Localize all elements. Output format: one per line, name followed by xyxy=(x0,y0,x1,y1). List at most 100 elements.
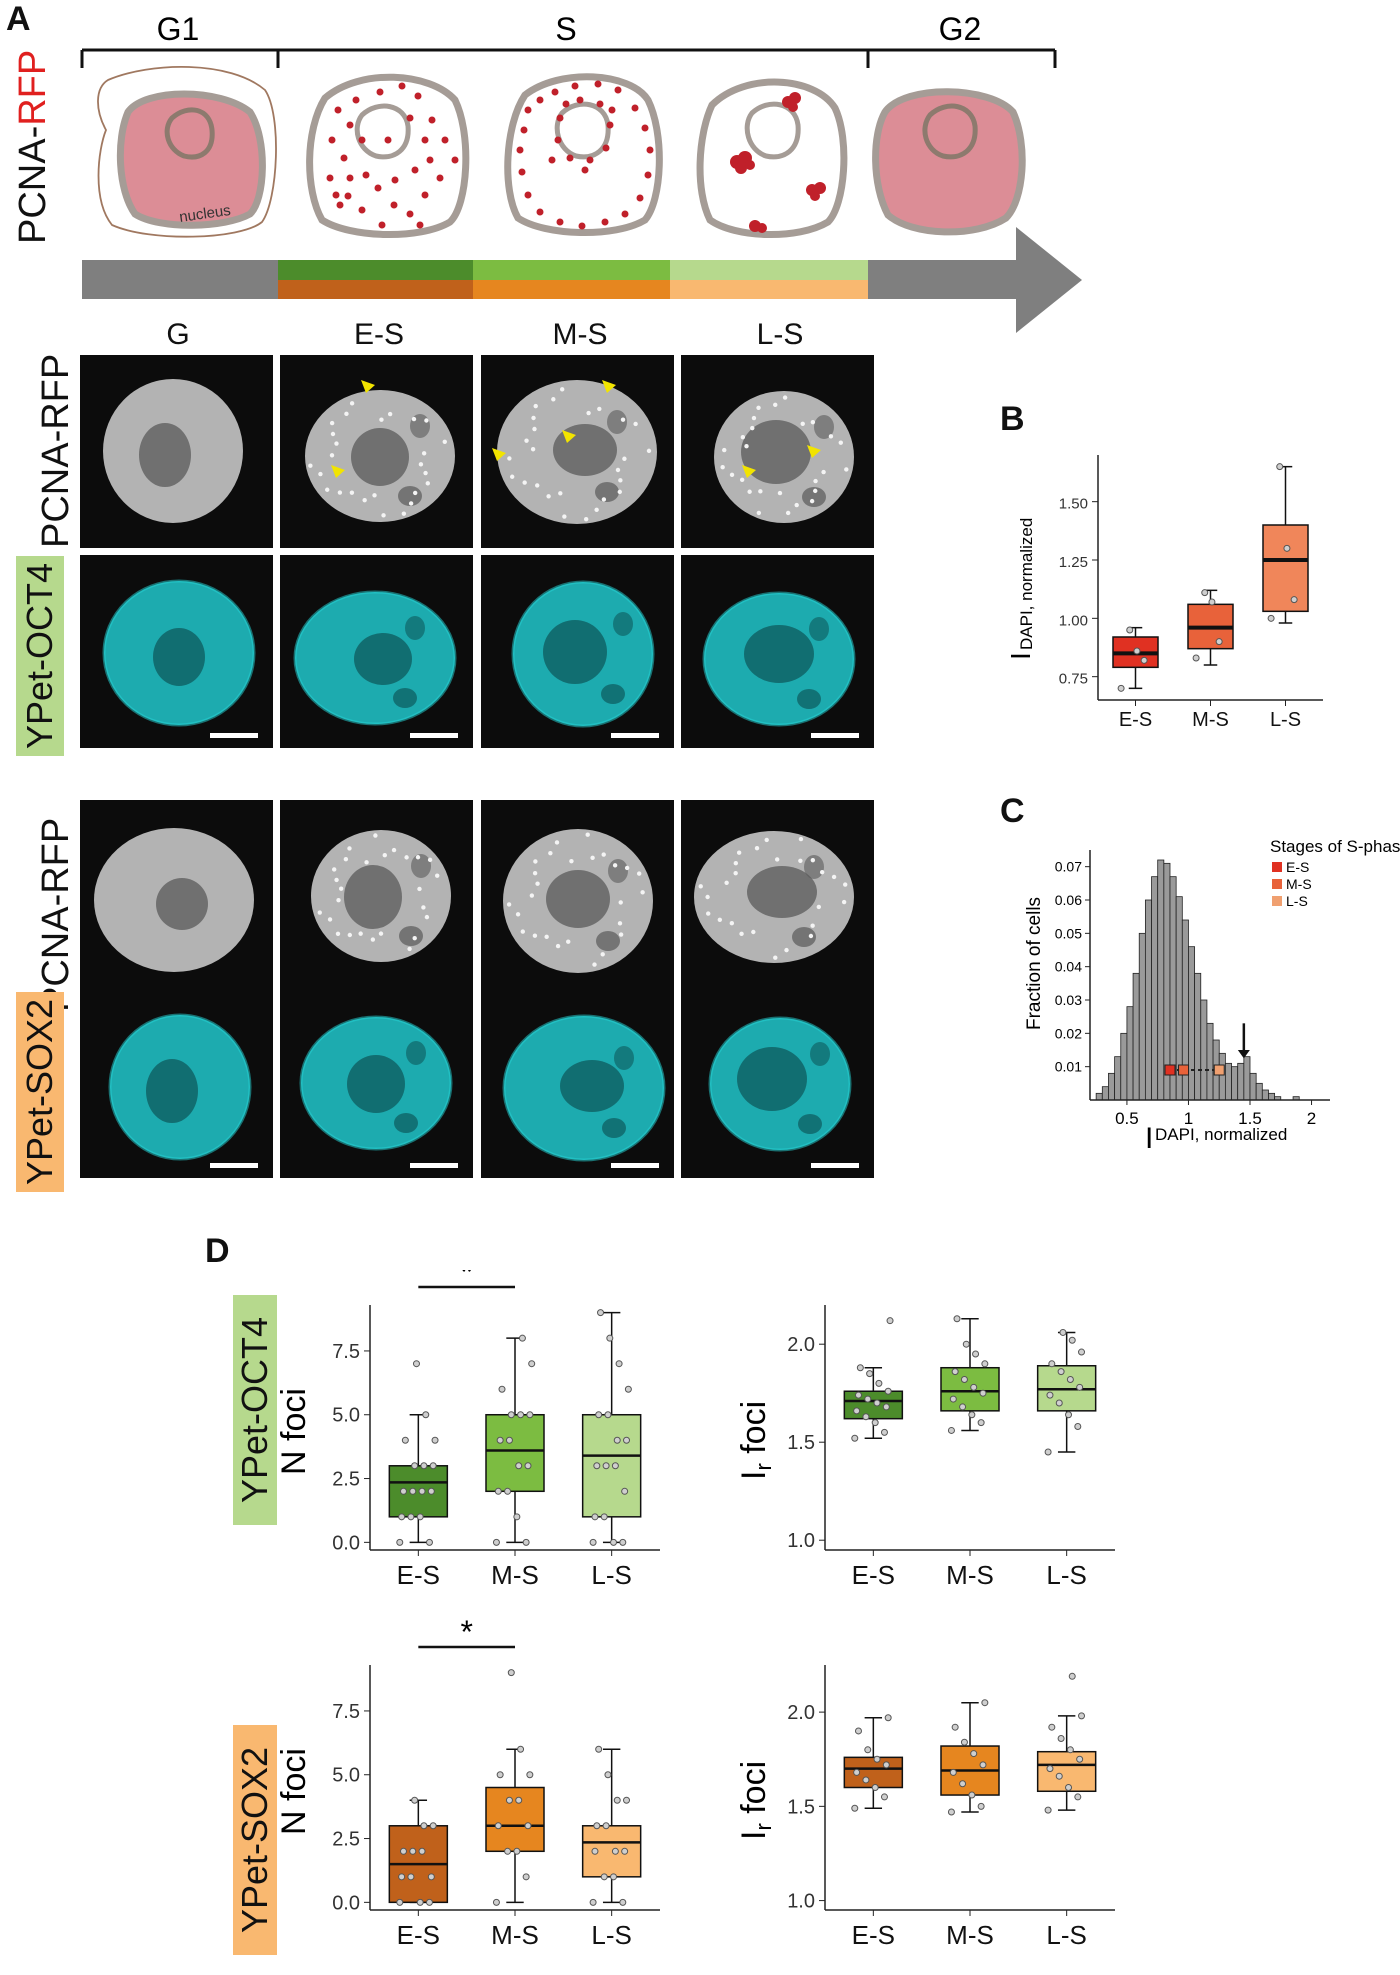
data-point xyxy=(420,1462,428,1470)
histogram-bar xyxy=(1206,1022,1214,1101)
data-point xyxy=(418,1847,426,1855)
data-point xyxy=(600,1873,608,1881)
data-point xyxy=(880,1793,888,1801)
data-point xyxy=(504,1487,512,1495)
row3-label: PCNA-RFP xyxy=(35,817,77,1012)
data-point xyxy=(396,1898,404,1906)
micrograph-oct4-es xyxy=(280,555,473,748)
data-point xyxy=(1201,589,1209,597)
y-tick-label: 0.03 xyxy=(1055,992,1082,1008)
data-point xyxy=(854,1391,862,1399)
data-point xyxy=(427,1487,435,1495)
data-point xyxy=(513,1513,521,1521)
data-point xyxy=(589,1538,597,1546)
data-point xyxy=(1215,638,1223,646)
stage-marker-E-S xyxy=(1164,1064,1176,1076)
data-point xyxy=(522,1538,530,1546)
category-label: E-S xyxy=(852,1920,895,1950)
data-point xyxy=(1283,544,1291,552)
data-point xyxy=(960,1738,968,1746)
data-point xyxy=(1046,1765,1054,1773)
n-foci-ylabel: N foci xyxy=(280,1748,313,1835)
histogram-bar xyxy=(1224,1062,1232,1101)
data-point xyxy=(1068,1672,1076,1680)
data-point xyxy=(979,1761,987,1769)
histogram-bar xyxy=(1114,1056,1122,1101)
data-point xyxy=(507,1669,515,1677)
legend-ls: L-S xyxy=(1286,893,1308,909)
data-point xyxy=(494,1822,502,1830)
data-point xyxy=(1133,647,1141,655)
micrograph-sox2-es xyxy=(280,985,473,1178)
micrograph-sox2-ls xyxy=(681,985,874,1178)
micrograph-oct4-ms xyxy=(481,555,674,748)
data-point xyxy=(1290,596,1298,604)
micrograph-pcna-bottom-g xyxy=(80,800,273,993)
y-tick-label: 0.75 xyxy=(1059,671,1088,688)
data-point xyxy=(960,1375,968,1383)
col-header-ms: M-S xyxy=(552,318,608,351)
data-point xyxy=(429,1822,437,1830)
data-point xyxy=(851,1804,859,1812)
data-point xyxy=(517,1411,525,1419)
data-point xyxy=(1048,1723,1056,1731)
data-point xyxy=(515,1796,523,1804)
category-label: L-S xyxy=(1046,1560,1086,1590)
col-header-es: E-S xyxy=(353,318,404,351)
data-point xyxy=(422,1411,430,1419)
data-point xyxy=(1055,1772,1063,1780)
data-point xyxy=(518,1334,526,1342)
y-tick-label: 1.0 xyxy=(787,1530,815,1552)
data-point xyxy=(621,1847,629,1855)
panel-a-letter: A xyxy=(6,0,31,38)
histogram-bar xyxy=(1231,1066,1239,1101)
data-point xyxy=(610,1873,618,1881)
data-point xyxy=(864,1395,872,1403)
data-point xyxy=(962,1340,970,1348)
data-point xyxy=(401,1436,409,1444)
data-point xyxy=(1140,656,1148,664)
y-tick-label: 1.0 xyxy=(787,1891,815,1913)
data-point xyxy=(613,1796,621,1804)
data-point xyxy=(407,1873,415,1881)
micrograph-pcna-top-ls xyxy=(681,355,874,548)
data-point xyxy=(972,1350,980,1358)
y-tick-label: 2.0 xyxy=(787,1702,815,1724)
data-point xyxy=(431,1436,439,1444)
histogram-bar xyxy=(1218,1052,1226,1101)
histogram-bar xyxy=(1101,1086,1109,1101)
box-M-S xyxy=(485,1413,545,1493)
data-point xyxy=(613,1436,621,1444)
histogram-bar xyxy=(1188,946,1196,1101)
data-point xyxy=(1057,1735,1065,1742)
ir-foci-ylabel: Ir foci xyxy=(735,1761,776,1840)
scale-bar xyxy=(811,1163,859,1168)
panel-d-sox2-ir: 1.0 1.5 2.0 E-S M-S L-S Ir foci xyxy=(735,1665,1115,1950)
scale-bar xyxy=(611,733,659,738)
cell-g2 xyxy=(872,88,1026,236)
data-point xyxy=(492,1538,500,1546)
category-label: M-S xyxy=(491,1560,539,1590)
y-tick-label: 1.5 xyxy=(787,1432,815,1454)
micrograph-oct4-g xyxy=(80,555,273,748)
data-point xyxy=(507,1411,515,1419)
micrograph-pcna-top-g xyxy=(80,355,273,548)
data-point xyxy=(871,1784,879,1791)
data-point xyxy=(399,1487,407,1495)
data-point xyxy=(593,1462,601,1470)
data-point xyxy=(505,1436,513,1444)
histogram-bar xyxy=(1144,899,1152,1101)
data-point xyxy=(398,1513,406,1521)
data-point xyxy=(981,1699,989,1707)
data-point xyxy=(1076,1755,1084,1763)
data-point xyxy=(854,1727,862,1735)
panel-c-xlabel: I DAPI, normalized xyxy=(1145,1122,1287,1150)
data-point xyxy=(953,1315,961,1323)
data-point xyxy=(604,1771,612,1779)
phase-s: S xyxy=(555,11,576,47)
panel-d-oct4-nfoci: 0.0 2.5 5.0 7.5 E-S M-S L-S N foci * xyxy=(280,1270,660,1590)
data-point xyxy=(498,1385,506,1393)
y-tick-label: 5.0 xyxy=(332,1765,360,1787)
yellow-arrow xyxy=(492,448,506,461)
data-point xyxy=(862,1776,870,1784)
